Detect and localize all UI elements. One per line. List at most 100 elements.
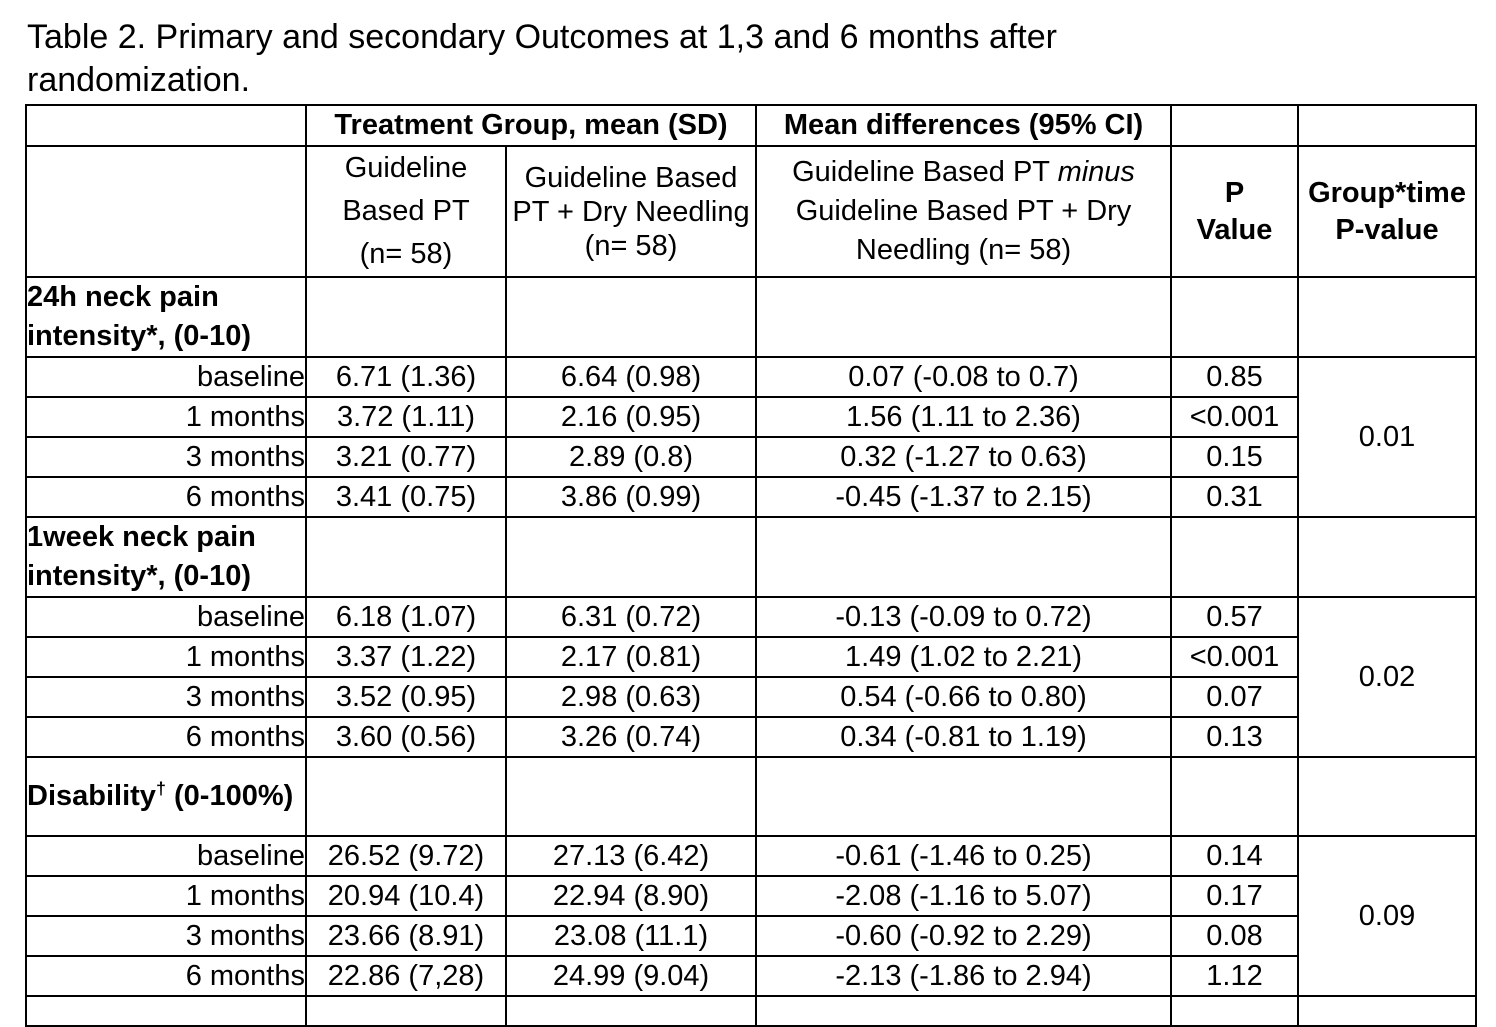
row-label-cell: 1 months [25, 875, 307, 917]
mean-diff-cell: -2.13 (-1.86 to 2.94) [755, 955, 1173, 997]
p-value-cell: 0.13 [1170, 716, 1300, 758]
header-line: (n= 58) [359, 238, 453, 270]
row-label-cell: 6 months [25, 955, 307, 997]
empty-cell [1170, 276, 1300, 358]
empty-cell [755, 756, 1173, 837]
empty-cell [1297, 995, 1478, 1027]
mean-diff-cell: -0.13 (-0.09 to 0.72) [755, 596, 1173, 638]
row-label-cell: 3 months [25, 676, 307, 718]
row-label-cell: 3 months [25, 915, 307, 957]
row-label-cell: 6 months [25, 716, 307, 758]
empty-cell-above-p-value [1170, 104, 1300, 147]
table-row: 1 months 20.94 (10.4) 22.94 (8.90) -2.08… [25, 875, 1476, 917]
outcome-name-disability: Disability† (0-100%) [25, 756, 307, 837]
section-header-row: Disability† (0-100%) [25, 756, 1478, 837]
col-header-guideline-pt: Guideline Based PT (n= 58) [305, 145, 507, 278]
table-row: baseline 26.52 (9.72) 27.13 (6.42) -0.61… [25, 835, 1478, 997]
header-line: Based PT [342, 195, 470, 227]
outcome-name-superscript: † [155, 778, 166, 799]
outcome-name-text: 1week neck pain intensity*, (0-10) [27, 521, 256, 592]
pt-mean-cell: 3.60 (0.56) [305, 716, 507, 758]
p-value-cell: 0.31 [1170, 476, 1300, 518]
pt-mean-cell: 20.94 (10.4) [305, 875, 507, 917]
pt-dn-mean-cell: 6.31 (0.72) [504, 596, 758, 638]
empty-cell [305, 276, 507, 358]
empty-cell [1297, 516, 1478, 598]
row-label-cell: baseline [25, 356, 307, 398]
empty-cell [25, 995, 307, 1027]
pt-dn-mean-cell: 24.99 (9.04) [504, 955, 758, 997]
pt-mean-cell: 22.86 (7,28) [305, 955, 507, 997]
empty-cell [305, 756, 507, 837]
treatment-group-header: Treatment Group, mean (SD) [304, 104, 758, 147]
p-value-cell: <0.001 [1170, 636, 1300, 678]
p-value-cell: 0.14 [1170, 835, 1300, 877]
table-row-partial [25, 995, 1478, 1027]
pt-dn-mean-cell: 2.17 (0.81) [504, 636, 758, 678]
p-value-cell: 0.85 [1170, 356, 1300, 398]
diff-header-text: Guideline Based PT [792, 156, 1058, 188]
header-line: Guideline [344, 152, 468, 184]
empty-cell [755, 276, 1173, 358]
mean-diff-cell: 1.56 (1.11 to 2.36) [755, 396, 1173, 438]
table-row: baseline 6.71 (1.36) 6.64 (0.98) 0.07 (-… [25, 356, 1478, 518]
empty-cell [1297, 276, 1478, 358]
empty-cell [504, 276, 758, 358]
table-row: 1 months 3.72 (1.11) 2.16 (0.95) 1.56 (1… [25, 396, 1476, 438]
pt-mean-cell: 23.66 (8.91) [305, 915, 507, 957]
table-row: 6 months 22.86 (7,28) 24.99 (9.04) -2.13… [25, 955, 1476, 997]
header-line: PT + Dry Needling [512, 195, 750, 228]
pt-mean-cell: 3.41 (0.75) [305, 476, 507, 518]
mean-diff-cell: -0.60 (-0.92 to 2.29) [755, 915, 1173, 957]
col-header-mean-difference: Guideline Based PT minus Guideline Based… [755, 145, 1173, 278]
table-row: 1 months 3.37 (1.22) 2.17 (0.81) 1.49 (1… [25, 636, 1476, 678]
p-value-cell: 0.17 [1170, 875, 1300, 917]
table-row: 6 months 3.60 (0.56) 3.26 (0.74) 0.34 (-… [25, 716, 1476, 758]
outcome-name-text: 24h neck pain intensity*, (0-10) [27, 281, 251, 352]
empty-cell [1297, 756, 1478, 837]
header-line: Value [1196, 213, 1273, 246]
diff-header-minus-italic: minus [1057, 156, 1135, 188]
mean-diff-cell: 0.07 (-0.08 to 0.7) [755, 356, 1173, 398]
pt-dn-mean-cell: 2.16 (0.95) [504, 396, 758, 438]
group-time-p-cell: 0.02 [1297, 596, 1478, 758]
row-label-cell: 3 months [25, 436, 307, 478]
header-line: P [1224, 176, 1245, 209]
mean-diff-cell: 0.32 (-1.27 to 0.63) [755, 436, 1173, 478]
page-title: Table 2. Primary and secondary Outcomes … [27, 18, 1057, 99]
pt-dn-mean-cell: 6.64 (0.98) [504, 356, 758, 398]
mean-diff-cell: -2.08 (-1.16 to 5.07) [755, 875, 1173, 917]
header-line: Guideline Based PT + Dry [795, 195, 1132, 227]
p-value-cell: 1.12 [1170, 955, 1300, 997]
col-header-p-value: P Value [1170, 145, 1300, 278]
table-row: 3 months 23.66 (8.91) 23.08 (11.1) -0.60… [25, 915, 1476, 957]
corner-empty-cell [25, 104, 307, 147]
outcome-name-text: (0-100%) [165, 780, 294, 812]
table-row: 3 months 3.21 (0.77) 2.89 (0.8) 0.32 (-1… [25, 436, 1476, 478]
pt-mean-cell: 6.71 (1.36) [305, 356, 507, 398]
empty-cell [755, 516, 1173, 598]
outcome-name-24h-neck-pain: 24h neck pain intensity*, (0-10) [25, 276, 307, 358]
pt-dn-mean-cell: 22.94 (8.90) [504, 875, 758, 917]
p-value-cell: <0.001 [1170, 396, 1300, 438]
pt-dn-mean-cell: 23.08 (11.1) [504, 915, 758, 957]
col-header-guideline-pt-dry-needling: Guideline Based PT + Dry Needling (n= 58… [504, 145, 758, 278]
outcome-name-1week-neck-pain: 1week neck pain intensity*, (0-10) [25, 516, 307, 598]
p-value-cell: 0.08 [1170, 915, 1300, 957]
empty-cell [504, 516, 758, 598]
pt-dn-mean-cell: 3.86 (0.99) [504, 476, 758, 518]
row-label-cell: baseline [25, 596, 307, 638]
empty-row-label-header [25, 145, 307, 278]
header-line: Group*time [1308, 176, 1466, 209]
table-row: baseline 6.18 (1.07) 6.31 (0.72) -0.13 (… [25, 596, 1478, 758]
p-value-cell: 0.07 [1170, 676, 1300, 718]
section-header-row: 24h neck pain intensity*, (0-10) [25, 276, 1478, 358]
mean-diff-cell: -0.61 (-1.46 to 0.25) [755, 835, 1173, 877]
pt-mean-cell: 3.72 (1.11) [305, 396, 507, 438]
pt-dn-mean-cell: 3.26 (0.74) [504, 716, 758, 758]
pt-dn-mean-cell: 2.98 (0.63) [504, 676, 758, 718]
outcomes-table: Treatment Group, mean (SD) Mean differen… [25, 104, 1478, 1027]
empty-cell [1170, 516, 1300, 598]
col-header-group-time-p-value: Group*time P-value [1297, 145, 1478, 278]
header-line: Needling (n= 58) [855, 234, 1072, 266]
